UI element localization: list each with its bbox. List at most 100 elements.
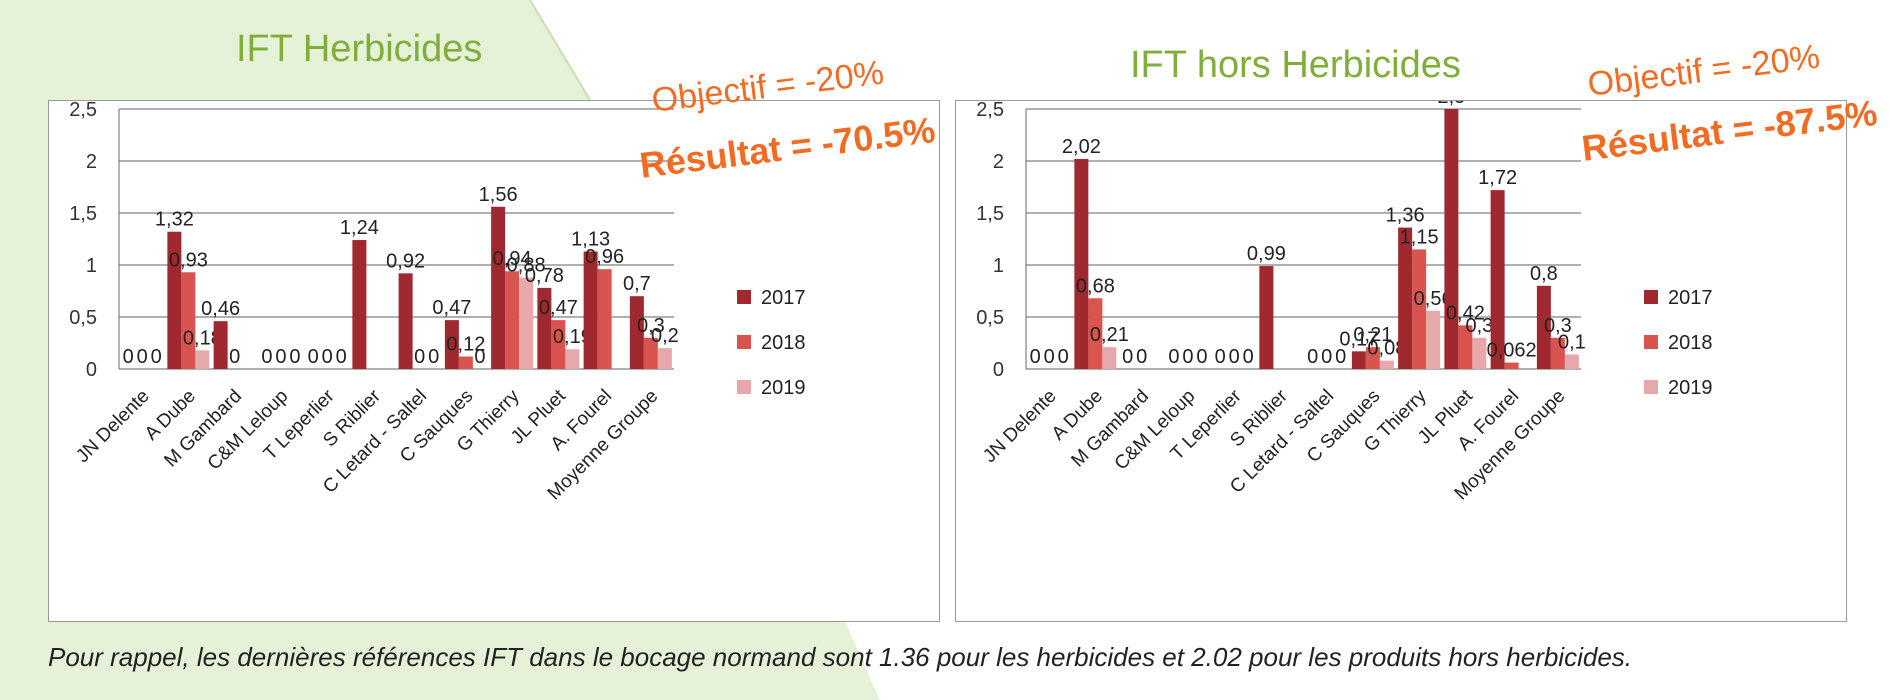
legend-swatch-2019 <box>1644 380 1658 394</box>
data-label-2018-g-thierry: 0,94 <box>493 248 532 270</box>
data-label-2017-c-letard-saltel: 0,92 <box>386 250 425 272</box>
y-tick-label: 1 <box>86 255 97 277</box>
data-label-2017-c-m-leloup: 0 <box>1168 346 1179 368</box>
data-label-2019-c-sauques: 0,08 <box>1367 338 1406 360</box>
chart-title-herbicides: IFT Herbicides <box>236 28 483 70</box>
data-label-2017-m-gambard: 0,46 <box>201 298 240 320</box>
bar-2018-jl-pluet <box>551 320 566 369</box>
bar-2017-a-fourel <box>583 251 598 369</box>
y-tick-label: 2,5 <box>976 101 1004 121</box>
bar-2019-a-dube <box>1102 347 1117 369</box>
data-label-2017-moyenne-groupe: 0,7 <box>623 273 651 295</box>
data-label-2018-c-m-leloup: 0 <box>1182 346 1193 368</box>
data-label-2019-g-thierry: 0,56 <box>1414 288 1453 310</box>
data-label-2019-moyenne-groupe: 0,1 <box>1558 331 1586 353</box>
chart-title-hors-herbicides: IFT hors Herbicides <box>1130 44 1461 86</box>
data-label-2017-s-riblier: 1,24 <box>340 217 379 239</box>
bar-2017-s-riblier <box>1259 266 1274 369</box>
data-label-2018-c-m-leloup: 0 <box>275 346 286 368</box>
legend-label-2019: 2019 <box>1668 377 1713 399</box>
data-label-2018-c-letard-saltel: 0 <box>1321 346 1332 368</box>
data-label-2017-c-sauques: 0,47 <box>432 297 471 319</box>
data-label-2019-jn-delente: 0 <box>151 346 162 368</box>
data-label-2017-jl-pluet: 0,78 <box>525 265 564 287</box>
legend-label-2017: 2017 <box>1668 287 1713 309</box>
data-label-2018-c-sauques: 0,12 <box>446 334 485 356</box>
legend-label-2017: 2017 <box>761 287 806 309</box>
data-label-2018-m-gambard: 0 <box>229 346 240 368</box>
bar-2018-c-sauques <box>458 356 473 369</box>
bar-2017-a-dube <box>167 231 182 369</box>
bar-2017-moyenne-groupe <box>629 296 644 369</box>
y-tick-label: 0 <box>86 359 97 381</box>
data-label-2019-c-m-leloup: 0 <box>289 346 300 368</box>
data-label-2017-c-sauques: 0,17 <box>1339 328 1378 350</box>
data-label-2017-m-gambard: 0 <box>1122 346 1133 368</box>
legend-swatch-2017 <box>737 290 751 304</box>
data-label-2018-moyenne-groupe: 0,3 <box>1544 315 1572 337</box>
bar-2017-a-dube <box>1074 158 1089 369</box>
bar-2017-c-sauques <box>1351 351 1366 369</box>
data-label-2018-c-sauques: 0,21 <box>1353 324 1392 346</box>
bar-2019-moyenne-groupe <box>1564 354 1579 369</box>
y-tick-label: 1 <box>993 255 1004 277</box>
bar-2017-g-thierry <box>491 206 506 369</box>
bar-2018-jl-pluet <box>1458 325 1473 369</box>
bar-2017-g-thierry <box>1398 227 1413 369</box>
data-label-2017-a-dube: 1,32 <box>155 209 194 231</box>
data-label-2017-g-thierry: 1,36 <box>1386 205 1425 227</box>
data-label-2018-m-gambard: 0 <box>1136 346 1147 368</box>
data-label-2017-moyenne-groupe: 0,8 <box>1530 263 1558 285</box>
bar-2018-c-sauques <box>1365 347 1380 369</box>
footnote-text: Pour rappel, les dernières références IF… <box>48 642 1633 672</box>
data-label-2019-c-m-leloup: 0 <box>1196 346 1207 368</box>
data-label-2019-g-thierry: 0,88 <box>507 254 546 276</box>
chart-herbicides: 0 0,5 1 1,5 2 2,5 0 0 0 JN Delente 1,32 0,93 0,18 A D… <box>48 100 940 622</box>
y-tick-label: 0,5 <box>69 307 97 329</box>
data-label-2018-jn-delente: 0 <box>137 346 148 368</box>
data-label-2019-c-letard-saltel: 0 <box>428 346 439 368</box>
data-label-2017-jn-delente: 0 <box>1030 346 1041 368</box>
data-label-2018-t-leperlier: 0 <box>1229 346 1240 368</box>
bar-2018-g-thierry <box>1412 249 1427 369</box>
bar-2019-moyenne-groupe <box>657 348 672 369</box>
bar-2017-s-riblier <box>352 240 367 369</box>
data-label-2019-t-leperlier: 0 <box>336 346 347 368</box>
data-label-2017-a-fourel: 1,13 <box>571 228 610 250</box>
data-label-2017-s-riblier: 0,99 <box>1247 243 1286 265</box>
data-label-2018-jn-delente: 0 <box>1044 346 1055 368</box>
bar-2018-a-dube <box>181 272 196 369</box>
data-label-2017-c-m-leloup: 0 <box>261 346 272 368</box>
bar-2017-a-fourel <box>1490 190 1505 369</box>
data-label-2017-a-dube: 2,02 <box>1062 136 1101 158</box>
bar-2017-jl-pluet <box>537 287 552 369</box>
data-label-2019-a-dube: 0,21 <box>1090 324 1129 346</box>
data-label-2017-jl-pluet: 2,5 <box>1437 101 1465 108</box>
legend-swatch-2019 <box>737 380 751 394</box>
y-tick-label: 0 <box>993 359 1004 381</box>
legend-swatch-2018 <box>737 335 751 349</box>
data-label-2019-jl-pluet: 0,19 <box>553 326 592 348</box>
bar-2019-jl-pluet <box>565 349 580 369</box>
y-tick-label: 1,5 <box>69 203 97 225</box>
category-label-jn-delente: JN Delente <box>979 386 1060 467</box>
bar-2017-m-gambard <box>213 321 228 369</box>
bar-2019-a-dube <box>195 350 210 369</box>
bar-2019-jl-pluet <box>1472 337 1487 369</box>
data-label-2017-c-letard-saltel: 0 <box>1307 346 1318 368</box>
data-label-2017-t-leperlier: 0 <box>308 346 319 368</box>
y-tick-label: 1,5 <box>976 203 1004 225</box>
bar-2017-moyenne-groupe <box>1536 285 1551 369</box>
bar-2017-c-letard-saltel <box>398 273 413 369</box>
data-label-2018-moyenne-groupe: 0,3 <box>637 315 665 337</box>
data-label-2019-jl-pluet: 0,3 <box>1465 315 1493 337</box>
data-label-2018-g-thierry: 1,15 <box>1400 226 1439 248</box>
y-tick-label: 2,5 <box>69 101 97 121</box>
data-label-2018-a-dube: 0,93 <box>169 249 208 271</box>
bar-2018-a-dube <box>1088 298 1103 369</box>
data-label-2017-jn-delente: 0 <box>123 346 134 368</box>
data-label-2019-c-sauques: 0 <box>474 346 485 368</box>
data-label-2018-a-fourel: 0,062 <box>1487 340 1537 362</box>
